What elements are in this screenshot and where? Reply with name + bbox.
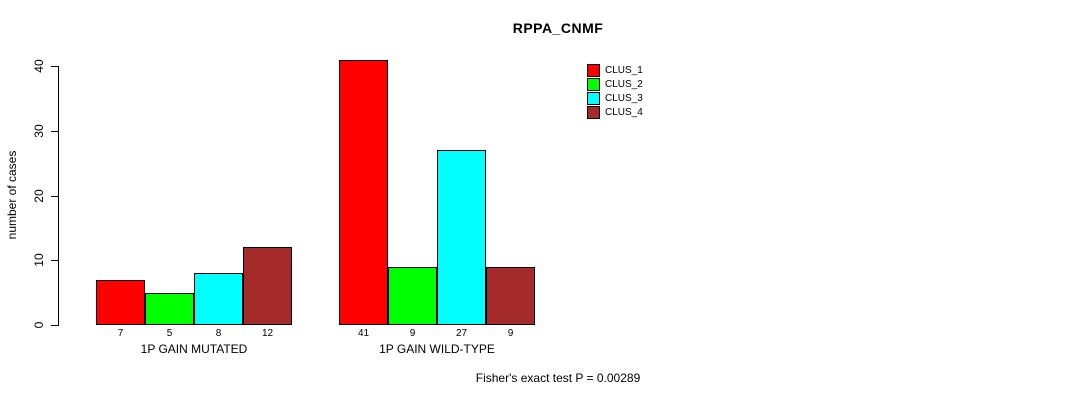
y-tick: [51, 325, 58, 326]
legend-label: CLUS_1: [605, 65, 643, 76]
bar-clus_4-group2: [486, 267, 535, 325]
bar-clus_4-group1: [243, 247, 292, 325]
y-axis-line: [58, 66, 59, 326]
y-tick-label: 10: [32, 253, 46, 267]
legend-label: CLUS_2: [605, 79, 643, 90]
bar-value-label: 27: [455, 328, 468, 339]
legend-item-clus_4: CLUS_4: [587, 106, 643, 119]
y-tick-label: 20: [32, 189, 46, 203]
bar-value-label: 7: [117, 328, 124, 339]
bar-clus_1-group1: [96, 280, 145, 325]
bar-clus_3-group2: [437, 150, 486, 325]
legend-item-clus_3: CLUS_3: [587, 92, 643, 105]
bar-clus_2-group2: [388, 267, 437, 325]
legend-swatch: [587, 92, 600, 105]
bar-value-label: 5: [166, 328, 173, 339]
y-tick-label: 0: [32, 321, 46, 329]
y-tick: [51, 260, 58, 261]
legend-label: CLUS_3: [605, 93, 643, 104]
x-category-label: 1P GAIN MUTATED: [140, 342, 248, 356]
bar-value-label: 41: [357, 328, 370, 339]
y-tick-label: 40: [32, 59, 46, 73]
y-tick: [51, 66, 58, 67]
legend-item-clus_2: CLUS_2: [587, 78, 643, 91]
bar-clus_2-group1: [145, 293, 194, 325]
bar-clus_1-group2: [339, 60, 388, 325]
bar-value-label: 9: [409, 328, 416, 339]
bar-value-label: 9: [507, 328, 514, 339]
bar-value-label: 12: [261, 328, 274, 339]
fisher-test-annotation: Fisher's exact test P = 0.00289: [475, 371, 641, 385]
legend-swatch: [587, 64, 600, 77]
bar-clus_3-group1: [194, 273, 243, 325]
x-category-label: 1P GAIN WILD-TYPE: [379, 342, 495, 356]
y-tick: [51, 131, 58, 132]
legend-item-clus_1: CLUS_1: [587, 64, 643, 77]
bar-value-label: 8: [215, 328, 222, 339]
y-axis-title: number of cases: [5, 150, 19, 240]
legend-swatch: [587, 106, 600, 119]
y-tick-label: 30: [32, 124, 46, 138]
chart-title: RPPA_CNMF: [512, 20, 604, 36]
legend-label: CLUS_4: [605, 107, 643, 118]
y-tick: [51, 196, 58, 197]
legend-swatch: [587, 78, 600, 91]
